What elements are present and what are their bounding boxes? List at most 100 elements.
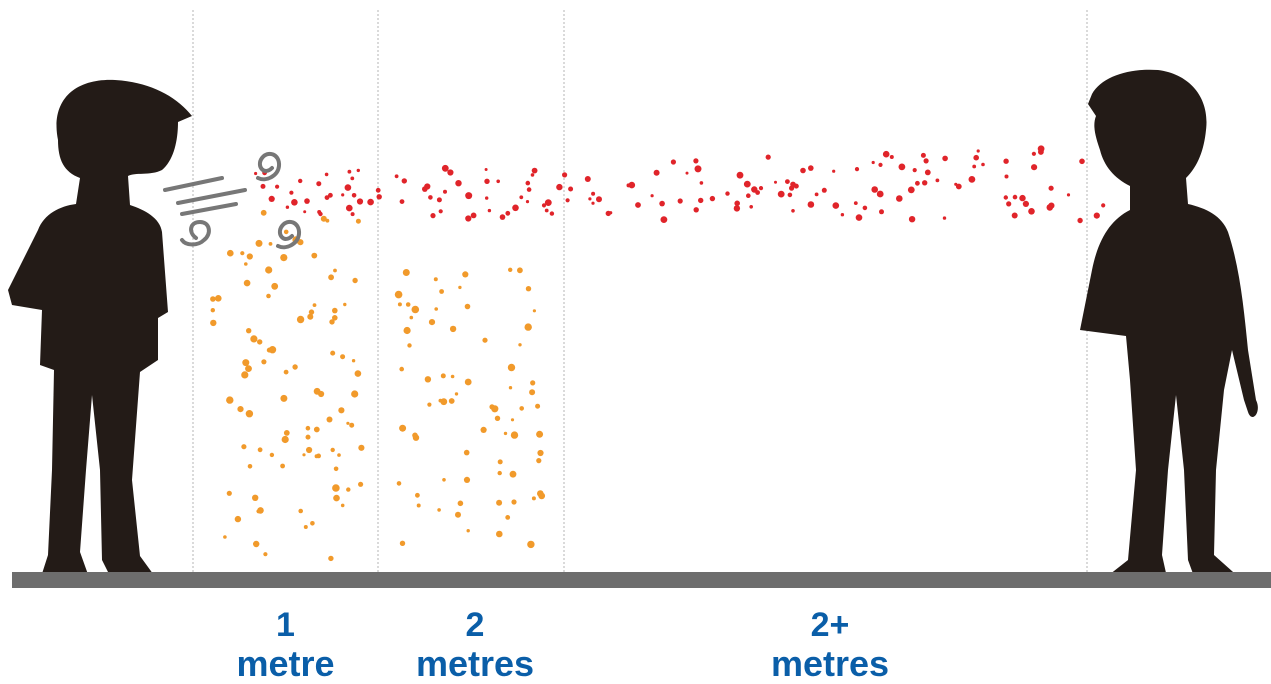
large-droplet [280,254,288,262]
large-droplet [537,490,544,497]
large-droplet [244,262,248,266]
large-droplet [320,215,327,222]
aerosol-droplet [455,180,462,187]
large-droplet [333,466,339,472]
large-droplet [482,337,488,343]
large-droplet [242,359,250,367]
large-droplet [223,535,227,539]
large-droplet [252,494,259,501]
aerosol-droplet [1101,203,1106,208]
aerosol-droplet [465,215,472,222]
aerosol-droplet [350,212,355,217]
large-droplet [448,398,455,404]
large-droplet [240,251,245,256]
aerosol-droplet [591,201,595,205]
aerosol-droplet [376,194,382,200]
large-droplet [340,354,346,360]
large-droplet [428,319,436,326]
aerosol-droplet [428,195,433,200]
large-droplet [442,478,446,482]
large-droplet [245,365,252,372]
aerosol-droplet [436,197,442,203]
zone-label-1: 1 metre [213,608,358,682]
large-droplet [351,359,356,363]
aerosol-droplet [399,199,405,205]
aerosol-droplet [791,209,795,213]
large-droplet [489,404,495,410]
aerosol-droplet [316,181,322,187]
aerosol-droplet [814,192,819,197]
aerosol-droplet [441,164,449,172]
large-droplet [269,452,275,458]
aerosol-droplet [512,204,519,212]
large-droplet [458,285,462,290]
aerosol-droplet [972,164,977,169]
large-droplet [454,392,459,396]
aerosol-droplet [785,179,790,185]
large-droplet [333,494,340,502]
aerosol-droplet [328,192,333,198]
aerosol-droplet [304,198,310,204]
large-droplet [529,389,536,396]
large-droplet [535,403,541,409]
large-droplet [328,274,334,281]
aerosol-droplet [484,168,488,171]
large-droplet [437,508,441,512]
large-droplet [261,359,267,365]
large-droplet [407,343,412,348]
large-droplet [307,313,314,320]
large-droplet [524,323,532,331]
aerosol-droplet [832,169,836,173]
aerosol-droplet [394,174,399,179]
large-droplet [226,490,232,496]
large-droplet [210,296,216,302]
aerosol-droplet [254,171,258,176]
large-droplet [305,434,311,440]
large-droplet [409,315,414,320]
aerosol-droplet [832,202,840,209]
large-droplet [247,464,253,469]
large-droplet [265,266,273,274]
aerosol-droplet [447,169,454,176]
aerosol-droplet [344,184,352,191]
aerosol-droplet [765,154,771,160]
aerosol-droplet [733,205,741,212]
aerosol-droplet [920,152,926,158]
large-droplet [394,290,403,299]
large-droplet [508,386,513,390]
large-droplet [314,454,319,459]
large-droplet [343,302,347,307]
large-droplet [253,540,260,548]
large-droplet [507,363,516,372]
zone-dividers [192,10,1088,572]
aerosol-droplet [1003,158,1009,164]
large-droplet [268,346,277,354]
zone-unit: metres [770,643,890,684]
large-droplet [509,470,517,478]
aerosol-droplet [670,159,677,165]
aerosol-droplet [438,209,443,214]
large-droplet [298,508,304,514]
large-droplet [497,470,502,476]
zone-number: 2+ [810,606,850,644]
large-droplet [268,242,273,246]
zone-unit: metre [236,643,335,684]
large-droplet [440,373,446,379]
aerosol-droplet [346,204,353,212]
aerosol-droplet [525,200,530,204]
large-droplet [215,295,222,302]
large-droplet [306,446,313,454]
aerosol-droplet [808,165,814,171]
large-droplet [332,315,338,321]
large-droplet [333,268,337,273]
large-droplet [463,449,470,456]
aerosol-droplet [596,196,602,203]
aerosol-droplet [709,195,716,202]
aerosol-droplet [685,171,689,175]
aerosol-droplet [591,191,596,196]
large-droplet [296,315,305,324]
large-droplet [464,378,472,386]
large-droplet [226,396,234,404]
large-droplet [245,410,254,418]
